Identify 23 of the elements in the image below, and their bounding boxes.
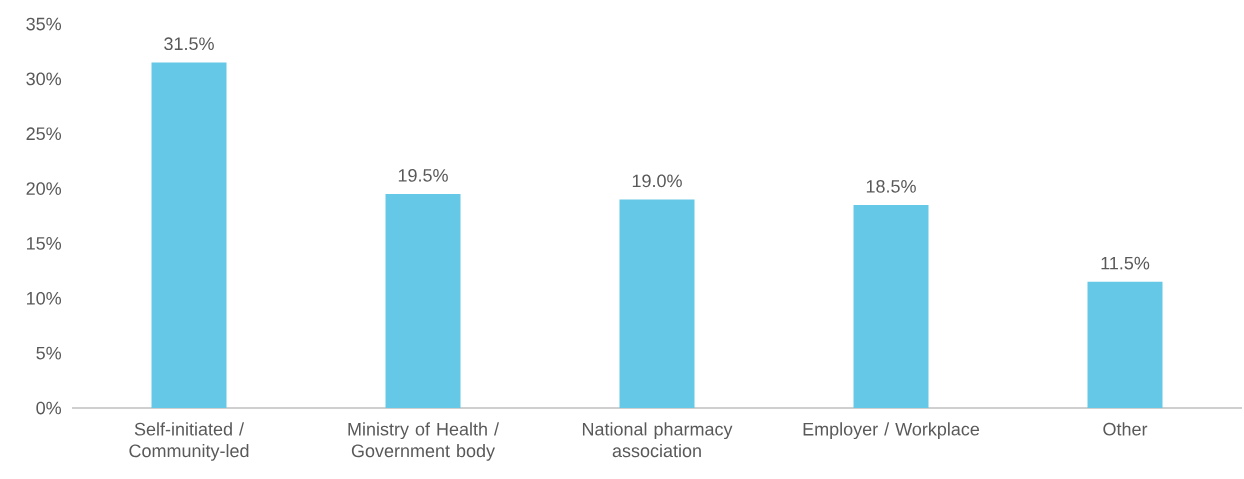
y-tick-label: 15% xyxy=(27,237,62,250)
y-tick-label: 25% xyxy=(26,127,62,141)
y-tick-label: 20% xyxy=(26,182,62,195)
data-label: 19.0% xyxy=(632,174,682,188)
y-tick-label: 5% xyxy=(36,346,62,360)
y-tick-label: 35% xyxy=(26,17,62,31)
bar xyxy=(151,62,227,408)
bar xyxy=(385,194,461,408)
y-tick-label: 0% xyxy=(36,401,62,415)
x-tick-label: Self-initiated / Community-led xyxy=(129,422,249,461)
data-label: 18.5% xyxy=(866,179,916,193)
x-tick-label: National pharmacy association xyxy=(582,422,733,458)
data-label: 11.5% xyxy=(1101,256,1150,270)
data-label: 19.5% xyxy=(398,168,448,182)
y-tick-label: 30% xyxy=(26,72,62,86)
bar xyxy=(853,205,929,408)
x-tick-label: Other xyxy=(1103,422,1148,436)
y-tick-label: 10% xyxy=(27,291,62,305)
x-tick-label: Employer / Workplace xyxy=(803,422,980,440)
x-tick-label: Ministry of Health / Government body xyxy=(348,422,499,461)
bar xyxy=(619,199,695,408)
data-label: 31.5% xyxy=(164,37,214,51)
bar xyxy=(1087,281,1163,408)
